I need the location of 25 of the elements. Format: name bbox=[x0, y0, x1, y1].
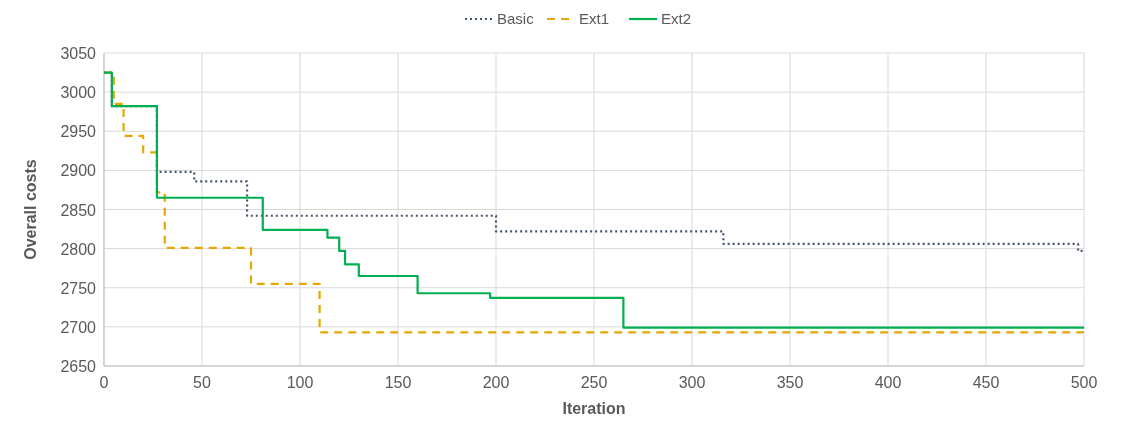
legend-label: Basic bbox=[497, 10, 535, 27]
x-tick-label: 150 bbox=[384, 374, 412, 391]
x-tick-label: 50 bbox=[193, 374, 211, 391]
legend-label: Ext2 bbox=[661, 10, 692, 27]
y-tick-label: 3050 bbox=[60, 45, 97, 62]
y-tick-label: 2750 bbox=[60, 279, 97, 297]
y-tick-label: 3000 bbox=[60, 84, 97, 102]
x-tick-label: 100 bbox=[286, 374, 314, 391]
x-tick-label: 450 bbox=[972, 374, 1000, 391]
y-tick-label: 2950 bbox=[60, 123, 97, 141]
y-tick-label: 2850 bbox=[60, 201, 97, 219]
x-tick-label: 350 bbox=[776, 374, 804, 391]
x-tick-label: 300 bbox=[678, 374, 706, 391]
y-axis-title: Overall costs bbox=[22, 159, 39, 260]
y-tick-label: 2800 bbox=[60, 240, 97, 258]
y-tick-label: 2650 bbox=[60, 358, 97, 375]
y-tick-label: 2700 bbox=[60, 318, 97, 336]
x-tick-label: 0 bbox=[99, 374, 109, 391]
y-tick-label: 2900 bbox=[60, 162, 97, 180]
x-tick-label: 250 bbox=[580, 374, 608, 391]
legend-label: Ext1 bbox=[579, 10, 610, 27]
x-axis-title: Iteration bbox=[562, 400, 626, 417]
x-tick-label: 500 bbox=[1070, 374, 1098, 391]
x-tick-label: 200 bbox=[482, 374, 510, 391]
x-tick-label: 400 bbox=[874, 374, 902, 391]
